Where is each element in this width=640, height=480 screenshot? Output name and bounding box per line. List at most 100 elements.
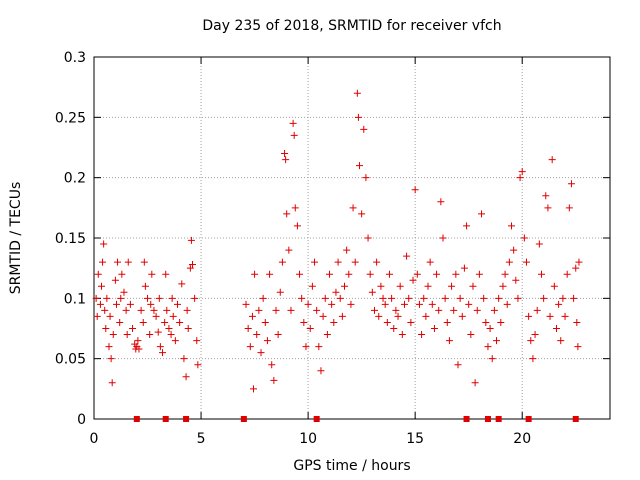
data-point (557, 337, 565, 345)
data-point (124, 258, 132, 266)
data-point (418, 331, 426, 339)
data-point (388, 294, 396, 302)
data-point (298, 294, 306, 302)
data-point (304, 300, 312, 308)
data-point (488, 355, 496, 363)
data-point (548, 156, 556, 164)
data-point (311, 258, 319, 266)
data-point (561, 312, 569, 320)
data-point (514, 294, 522, 302)
data-point (392, 306, 400, 314)
data-point (266, 270, 274, 278)
data-point (400, 300, 408, 308)
data-point (162, 270, 170, 278)
data-point (93, 312, 101, 320)
data-point (428, 300, 436, 308)
data-point (97, 282, 105, 290)
y-tick-label: 0 (77, 412, 86, 428)
data-point (281, 150, 289, 158)
data-point (105, 343, 113, 351)
data-point (484, 343, 492, 351)
data-point (475, 270, 483, 278)
data-point (174, 300, 182, 308)
data-point (478, 210, 486, 218)
data-point (176, 318, 184, 326)
data-point (456, 294, 464, 302)
data-point (349, 204, 357, 212)
ticks-layer: 0 0.05 0.1 0.15 0.2 0.25 0.3 0 5 10 15 20 (55, 50, 610, 447)
data-point (165, 325, 173, 332)
data-point (567, 180, 575, 188)
zero-value-marker (495, 416, 502, 422)
data-point (129, 325, 137, 332)
data-point (398, 331, 406, 339)
data-point (184, 325, 192, 332)
data-point (102, 325, 110, 332)
data-point (150, 306, 158, 314)
data-point (394, 312, 402, 320)
data-point (96, 300, 104, 308)
data-point (123, 331, 131, 339)
data-point (379, 294, 387, 302)
data-point (535, 240, 543, 248)
data-point (443, 318, 451, 326)
data-point (101, 306, 109, 314)
data-point (300, 318, 308, 326)
data-point (482, 318, 490, 326)
data-point (373, 258, 381, 266)
data-point (480, 294, 488, 302)
data-point (362, 174, 370, 182)
data-point (426, 258, 434, 266)
data-point (155, 294, 163, 302)
data-point (141, 282, 149, 290)
data-point (546, 312, 554, 320)
data-point (499, 282, 507, 290)
data-point (171, 337, 179, 345)
zero-value-marker (525, 416, 532, 422)
data-point (244, 325, 252, 332)
x-axis-label: GPS time / hours (293, 458, 410, 474)
data-point (135, 345, 143, 353)
data-point (520, 234, 528, 242)
data-point (454, 361, 462, 369)
data-point (448, 282, 456, 290)
data-point (253, 331, 261, 339)
x-tick-label: 15 (406, 431, 424, 447)
data-point (246, 343, 254, 351)
data-point (117, 294, 125, 302)
data-point (420, 294, 428, 302)
data-point (248, 312, 256, 320)
data-point (315, 343, 323, 351)
data-point (242, 300, 250, 308)
data-point (156, 343, 164, 351)
data-point (368, 288, 376, 296)
data-point (403, 252, 411, 260)
data-point (109, 331, 117, 339)
data-point (574, 343, 582, 351)
data-point (351, 258, 359, 266)
data-point (308, 282, 316, 290)
data-point (250, 385, 258, 393)
y-tick-label: 0.1 (64, 291, 86, 307)
data-point (366, 270, 374, 278)
data-point (100, 240, 108, 248)
data-point (272, 306, 280, 314)
data-point (490, 306, 498, 314)
data-point (375, 312, 383, 320)
data-point (437, 198, 445, 206)
x-tick-label: 5 (197, 431, 206, 447)
data-point (287, 306, 295, 314)
data-point (347, 300, 355, 308)
grid-layer (94, 57, 610, 419)
y-tick-label: 0.05 (55, 352, 86, 368)
data-point (282, 156, 290, 164)
data-point (537, 270, 545, 278)
data-point (255, 306, 263, 314)
data-point (411, 186, 419, 194)
data-point (296, 270, 304, 278)
data-point (144, 294, 152, 302)
data-point (285, 246, 293, 254)
data-point (92, 294, 100, 302)
data-point (505, 258, 513, 266)
data-point (467, 331, 475, 339)
